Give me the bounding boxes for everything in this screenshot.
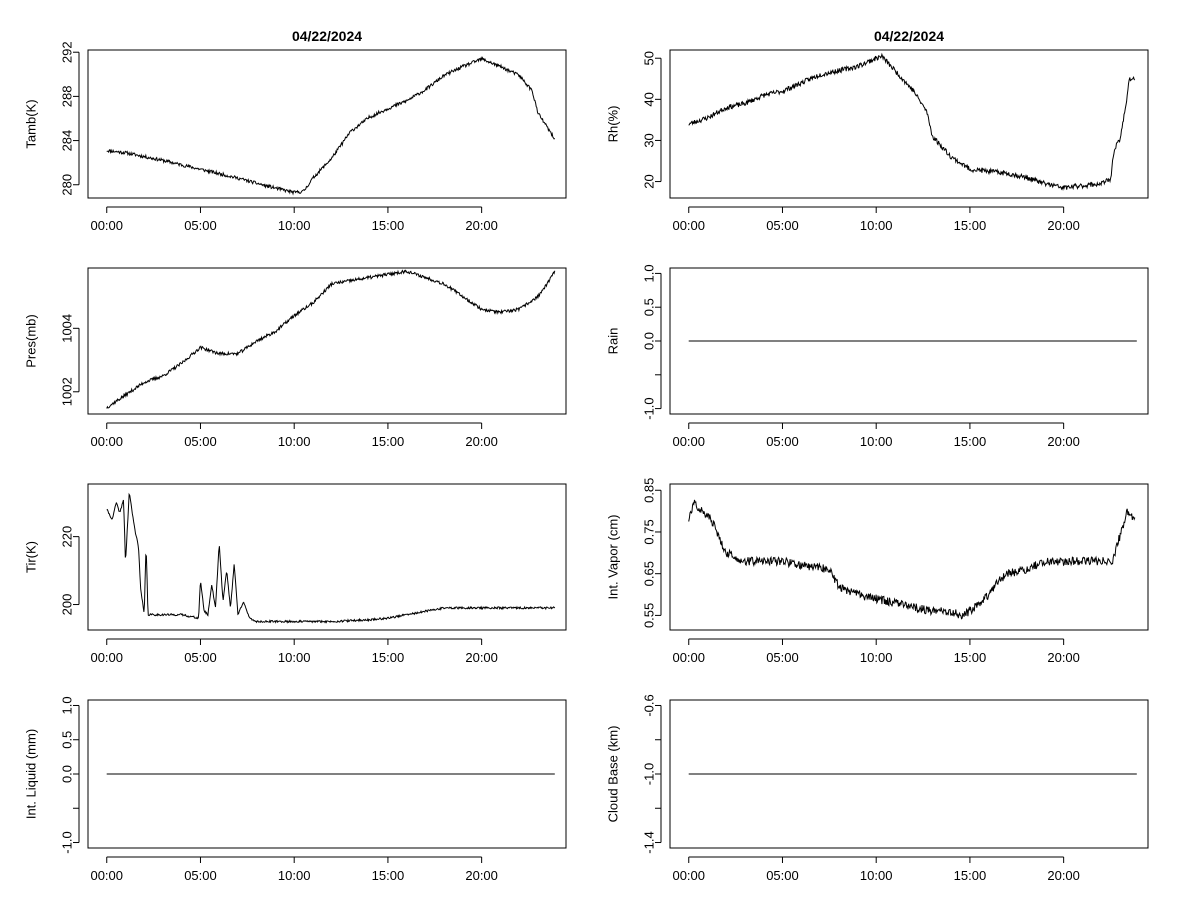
y-axis-label: Tir(K) xyxy=(23,541,38,573)
x-tick-label: 15:00 xyxy=(372,218,405,233)
plot-frame xyxy=(87,49,567,199)
panel-tamb: 04/22/2024 00:00 05:00 10:00 15:00 20:00 280 28… xyxy=(23,28,567,233)
x-tick-label: 10:00 xyxy=(278,868,311,883)
y-tick-label: 1.0 xyxy=(59,696,74,714)
x-tick-label: 05:00 xyxy=(766,218,799,233)
plot-frame xyxy=(87,267,567,415)
x-tick-label: 05:00 xyxy=(184,650,217,665)
x-tick-label: 20:00 xyxy=(465,218,498,233)
y-tick-label: 20 xyxy=(641,174,656,188)
x-tick-label: 05:00 xyxy=(184,218,217,233)
panel-cloudbase: 00:00 05:00 10:00 15:00 20:00 -1.4 -1.0 -0.6 Clo… xyxy=(605,694,1149,883)
plot-frame xyxy=(669,49,1149,199)
x-tick-label: 10:00 xyxy=(860,434,893,449)
panel-pres: 00:00 05:00 10:00 15:00 20:00 1002 1004 Pres(mb… xyxy=(23,267,567,449)
y-axis-label: Cloud Base (km) xyxy=(605,726,620,823)
panel-rain: 00:00 05:00 10:00 15:00 20:00 -1.0 0.0 0.5 1.0 Ra… xyxy=(605,264,1149,449)
x-tick-label: 00:00 xyxy=(672,650,705,665)
y-axis-label: Rain xyxy=(605,328,620,355)
y-tick-label: 0.5 xyxy=(641,298,656,316)
y-tick-label: 40 xyxy=(641,92,656,106)
plot-frame xyxy=(87,483,567,631)
y-tick-label: 0.5 xyxy=(59,731,74,749)
x-tick-label: 15:00 xyxy=(372,434,405,449)
x-tick-label: 15:00 xyxy=(954,434,987,449)
x-tick-label: 20:00 xyxy=(1047,218,1080,233)
y-tick-label: 200 xyxy=(59,594,74,616)
plot-frame xyxy=(669,483,1149,631)
chart-title: 04/22/2024 xyxy=(874,28,944,44)
x-tick-label: 10:00 xyxy=(278,218,311,233)
y-tick-label: 50 xyxy=(641,51,656,65)
x-tick-label: 20:00 xyxy=(1047,434,1080,449)
x-tick-label: 15:00 xyxy=(954,868,987,883)
x-tick-label: 15:00 xyxy=(954,218,987,233)
series-line-tamb xyxy=(106,56,556,196)
panel-tir: 00:00 05:00 10:00 15:00 20:00 200 220 Tir(K) xyxy=(23,483,567,665)
x-tick-label: 05:00 xyxy=(766,650,799,665)
y-tick-label: 0.0 xyxy=(59,765,74,783)
plot-frame xyxy=(669,699,1149,849)
x-tick-label: 20:00 xyxy=(465,650,498,665)
x-tick-label: 20:00 xyxy=(465,868,498,883)
y-tick-label: 0.55 xyxy=(641,603,656,628)
x-tick-label: 20:00 xyxy=(1047,868,1080,883)
series-line-rh xyxy=(688,52,1136,192)
y-axis-label: Tamb(K) xyxy=(23,99,38,148)
x-tick-label: 00:00 xyxy=(672,868,705,883)
y-tick-label: 0.0 xyxy=(641,332,656,350)
y-axis-label: Int. Vapor (cm) xyxy=(605,514,620,599)
x-tick-label: 05:00 xyxy=(184,868,217,883)
x-tick-label: 00:00 xyxy=(90,218,123,233)
y-tick-label: -0.6 xyxy=(641,694,656,716)
y-tick-label: 0.85 xyxy=(641,478,656,503)
y-axis-label: Int. Liquid (mm) xyxy=(23,729,38,819)
x-tick-label: 15:00 xyxy=(372,650,405,665)
y-tick-label: 280 xyxy=(59,174,74,196)
x-tick-label: 05:00 xyxy=(184,434,217,449)
plot-frame xyxy=(669,267,1149,415)
series-line-tir xyxy=(106,492,556,624)
y-tick-label: 30 xyxy=(641,133,656,147)
x-tick-label: 10:00 xyxy=(278,650,311,665)
panel-liquid: 00:00 05:00 10:00 15:00 20:00 -1.0 0.0 0.5 1.0 In… xyxy=(23,696,567,883)
chart-title: 04/22/2024 xyxy=(292,28,362,44)
x-tick-label: 00:00 xyxy=(90,868,123,883)
y-tick-label: 1004 xyxy=(59,314,74,343)
y-tick-label: 1002 xyxy=(59,377,74,406)
y-tick-label: 1.0 xyxy=(641,264,656,282)
x-tick-label: 05:00 xyxy=(766,868,799,883)
x-tick-label: 20:00 xyxy=(465,434,498,449)
series-line-vapor xyxy=(688,499,1136,620)
y-tick-label: 220 xyxy=(59,526,74,548)
x-tick-label: 05:00 xyxy=(766,434,799,449)
y-tick-label: 288 xyxy=(59,86,74,108)
y-tick-label: 284 xyxy=(59,130,74,152)
panel-rh: 04/22/2024 00:00 05:00 10:00 15:00 20:00 20 30 4… xyxy=(605,28,1149,233)
x-tick-label: 10:00 xyxy=(860,868,893,883)
x-tick-label: 15:00 xyxy=(954,650,987,665)
y-axis-label: Rh(%) xyxy=(605,106,620,143)
plot-frame xyxy=(87,699,567,849)
series-line-pres xyxy=(106,269,556,409)
y-tick-label: -1.0 xyxy=(59,831,74,853)
x-tick-label: 15:00 xyxy=(372,868,405,883)
y-tick-label: -1.0 xyxy=(641,397,656,419)
y-tick-label: 0.75 xyxy=(641,519,656,544)
x-tick-label: 00:00 xyxy=(90,650,123,665)
x-tick-label: 10:00 xyxy=(860,650,893,665)
y-tick-label: 0.65 xyxy=(641,561,656,586)
x-tick-label: 10:00 xyxy=(278,434,311,449)
y-tick-label: 292 xyxy=(59,41,74,63)
x-tick-label: 20:00 xyxy=(1047,650,1080,665)
x-tick-label: 00:00 xyxy=(90,434,123,449)
panel-vapor: 00:00 05:00 10:00 15:00 20:00 0.55 0.65 0.75 0.8… xyxy=(605,478,1149,665)
y-tick-label: -1.4 xyxy=(641,831,656,853)
y-axis-label: Pres(mb) xyxy=(23,314,38,367)
x-tick-label: 00:00 xyxy=(672,434,705,449)
x-tick-label: 10:00 xyxy=(860,218,893,233)
y-tick-label: -1.0 xyxy=(641,763,656,785)
x-tick-label: 00:00 xyxy=(672,218,705,233)
